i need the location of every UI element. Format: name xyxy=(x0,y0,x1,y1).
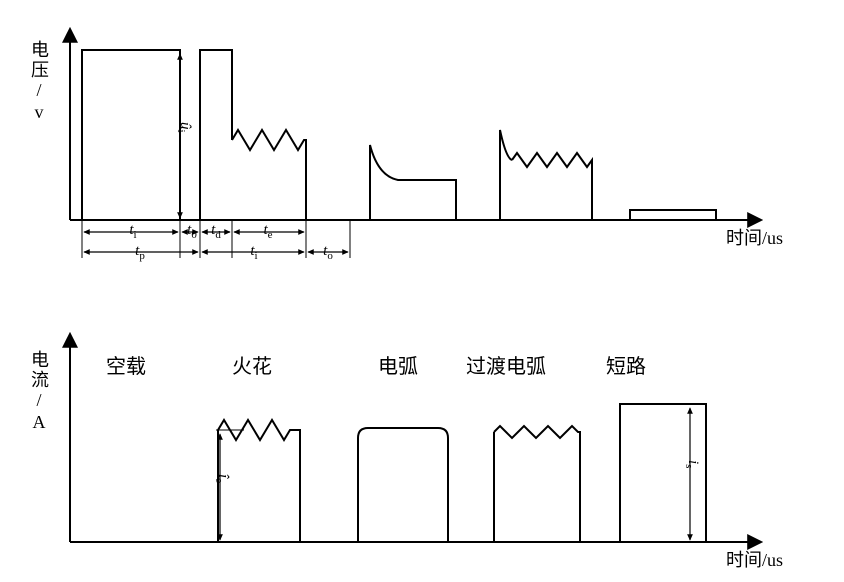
dim-is: is xyxy=(683,460,701,468)
label-transition-arc: 过渡电弧 xyxy=(466,350,546,379)
dim-tp: tp xyxy=(130,243,150,262)
bottom-x-axis-label: 时间/us xyxy=(726,546,783,572)
dim-ti2: ti xyxy=(244,243,264,262)
label-arc: 电弧 xyxy=(378,350,418,379)
dim-ie-hat: îe xyxy=(213,474,231,483)
bottom-y-axis-label: 电流/A xyxy=(26,350,52,434)
dim-t0: t0 xyxy=(182,222,202,241)
top-y-axis-label: 电压/v xyxy=(26,40,52,124)
dim-ui-hat: ûi xyxy=(175,122,193,133)
diagram-svg xyxy=(0,0,844,582)
label-short: 短路 xyxy=(606,350,646,379)
label-no-load: 空载 xyxy=(106,350,146,379)
dim-to: to xyxy=(318,243,338,262)
dim-td: td xyxy=(206,222,226,241)
diagram-container: 电压/v 时间/us 电流/A 时间/us 空载 火花 电弧 过渡电弧 短路 û… xyxy=(0,0,844,582)
dim-te: te xyxy=(258,222,278,241)
dim-ti: ti xyxy=(118,222,148,241)
top-x-axis-label: 时间/us xyxy=(726,224,783,250)
label-spark: 火花 xyxy=(232,350,272,379)
